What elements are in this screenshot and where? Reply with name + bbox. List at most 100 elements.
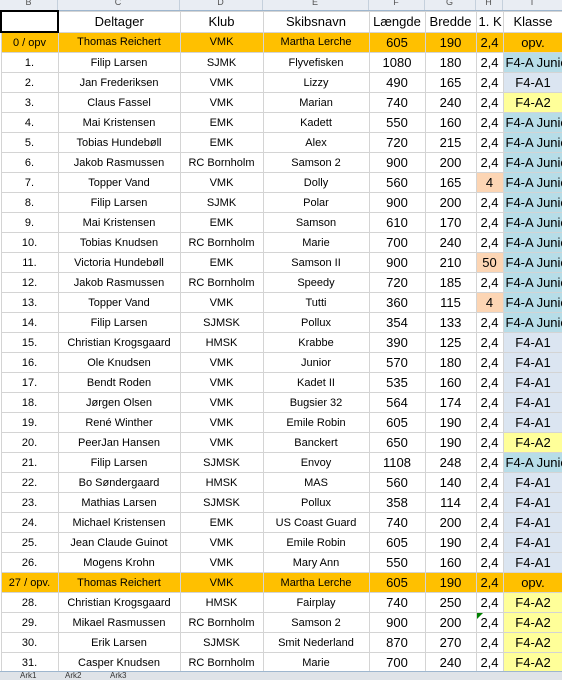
header-cell-klasse[interactable]: Klasse xyxy=(502,10,562,33)
cell-nr[interactable]: 8. xyxy=(0,192,59,213)
cell-nr[interactable]: 9. xyxy=(0,212,59,233)
cell-klasse[interactable]: F4-A1 xyxy=(502,532,562,553)
cell-nr[interactable]: 19. xyxy=(0,412,59,433)
cell-laengde[interactable]: 720 xyxy=(368,132,426,153)
cell-klub[interactable]: EMK xyxy=(179,112,264,133)
cell-skibsnavn[interactable]: Smit Nederland xyxy=(262,632,370,653)
cell-klasse[interactable]: F4-A Junior xyxy=(502,292,562,313)
cell-deltager[interactable]: Jan Frederiksen xyxy=(57,72,181,93)
header-cell-deltager[interactable]: Deltager xyxy=(57,10,181,33)
cell-1k[interactable]: 2,4 xyxy=(475,152,504,173)
cell-nr[interactable]: 13. xyxy=(0,292,59,313)
cell-nr[interactable]: 26. xyxy=(0,552,59,573)
cell-deltager[interactable]: Topper Vand xyxy=(57,292,181,313)
cell-deltager[interactable]: Topper Vand xyxy=(57,172,181,193)
cell-klasse[interactable]: F4-A2 xyxy=(502,592,562,613)
cell-deltager[interactable]: Casper Knudsen xyxy=(57,652,181,673)
cell-klasse[interactable]: F4-A1 xyxy=(502,352,562,373)
cell-skibsnavn[interactable]: Marie xyxy=(262,652,370,673)
cell-deltager[interactable]: Christian Krogsgaard xyxy=(57,332,181,353)
header-cell-nr[interactable] xyxy=(0,10,59,33)
cell-skibsnavn[interactable]: Pollux xyxy=(262,492,370,513)
cell-1k[interactable]: 2,4 xyxy=(475,312,504,333)
cell-deltager[interactable]: Victoria Hundebøll xyxy=(57,252,181,273)
cell-nr[interactable]: 31. xyxy=(0,652,59,673)
cell-bredde[interactable]: 190 xyxy=(424,532,477,553)
cell-bredde[interactable]: 174 xyxy=(424,392,477,413)
cell-laengde[interactable]: 700 xyxy=(368,652,426,673)
cell-klasse[interactable]: F4-A1 xyxy=(502,512,562,533)
cell-bredde[interactable]: 215 xyxy=(424,132,477,153)
cell-laengde[interactable]: 870 xyxy=(368,632,426,653)
cell-klasse[interactable]: F4-A2 xyxy=(502,632,562,653)
cell-1k[interactable]: 4 xyxy=(475,172,504,193)
cell-bredde[interactable]: 190 xyxy=(424,412,477,433)
cell-deltager[interactable]: Jørgen Olsen xyxy=(57,392,181,413)
cell-skibsnavn[interactable]: Fairplay xyxy=(262,592,370,613)
cell-deltager[interactable]: Bo Søndergaard xyxy=(57,472,181,493)
column-letter-0[interactable]: B xyxy=(0,0,58,10)
cell-bredde[interactable]: 248 xyxy=(424,452,477,473)
cell-bredde[interactable]: 125 xyxy=(424,332,477,353)
header-cell-skibsnavn[interactable]: Skibsnavn xyxy=(262,10,370,33)
cell-bredde[interactable]: 200 xyxy=(424,152,477,173)
cell-klasse[interactable]: F4-A Junior xyxy=(502,232,562,253)
cell-skibsnavn[interactable]: Dolly xyxy=(262,172,370,193)
cell-nr[interactable]: 12. xyxy=(0,272,59,293)
cell-laengde[interactable]: 605 xyxy=(368,31,426,53)
cell-1k[interactable]: 2,4 xyxy=(475,452,504,473)
cell-nr[interactable]: 23. xyxy=(0,492,59,513)
cell-klasse[interactable]: F4-A Junior xyxy=(502,272,562,293)
cell-klasse[interactable]: F4-A2 xyxy=(502,92,562,113)
cell-deltager[interactable]: Mogens Krohn xyxy=(57,552,181,573)
cell-1k[interactable]: 2,4 xyxy=(475,572,504,593)
cell-klasse[interactable]: F4-A Junior xyxy=(502,252,562,273)
cell-nr[interactable]: 15. xyxy=(0,332,59,353)
cell-klub[interactable]: RC Bornholm xyxy=(179,612,264,633)
header-cell-1k[interactable]: 1. K xyxy=(475,10,504,33)
cell-klub[interactable]: VMK xyxy=(179,432,264,453)
cell-skibsnavn[interactable]: Krabbe xyxy=(262,332,370,353)
cell-skibsnavn[interactable]: Tutti xyxy=(262,292,370,313)
cell-laengde[interactable]: 740 xyxy=(368,92,426,113)
cell-deltager[interactable]: René Winther xyxy=(57,412,181,433)
cell-skibsnavn[interactable]: Alex xyxy=(262,132,370,153)
column-letter-7[interactable]: I xyxy=(502,0,562,10)
cell-laengde[interactable]: 550 xyxy=(368,552,426,573)
cell-skibsnavn[interactable]: Lizzy xyxy=(262,72,370,93)
cell-nr[interactable]: 27 / opv. xyxy=(0,572,59,593)
cell-skibsnavn[interactable]: Kadet II xyxy=(262,372,370,393)
cell-nr[interactable]: 28. xyxy=(0,592,59,613)
cell-1k[interactable]: 2,4 xyxy=(475,232,504,253)
cell-laengde[interactable]: 610 xyxy=(368,212,426,233)
cell-skibsnavn[interactable]: US Coast Guard xyxy=(262,512,370,533)
cell-laengde[interactable]: 900 xyxy=(368,252,426,273)
cell-bredde[interactable]: 190 xyxy=(424,432,477,453)
cell-1k[interactable]: 2,4 xyxy=(475,592,504,613)
cell-skibsnavn[interactable]: Pollux xyxy=(262,312,370,333)
cell-klub[interactable]: SJMSK xyxy=(179,452,264,473)
cell-bredde[interactable]: 160 xyxy=(424,112,477,133)
cell-klub[interactable]: VMK xyxy=(179,292,264,313)
cell-laengde[interactable]: 740 xyxy=(368,512,426,533)
cell-1k[interactable]: 2,4 xyxy=(475,112,504,133)
cell-bredde[interactable]: 240 xyxy=(424,92,477,113)
cell-1k[interactable]: 2,4 xyxy=(475,532,504,553)
cell-1k[interactable]: 2,4 xyxy=(475,272,504,293)
cell-klasse[interactable]: opv. xyxy=(502,572,562,593)
header-cell-klub[interactable]: Klub xyxy=(179,10,264,33)
cell-laengde[interactable]: 570 xyxy=(368,352,426,373)
cell-klasse[interactable]: F4-A2 xyxy=(502,432,562,453)
cell-nr[interactable]: 17. xyxy=(0,372,59,393)
cell-klub[interactable]: EMK xyxy=(179,132,264,153)
cell-skibsnavn[interactable]: Samson 2 xyxy=(262,152,370,173)
cell-deltager[interactable]: Mathias Larsen xyxy=(57,492,181,513)
cell-nr[interactable]: 0 / opv xyxy=(0,31,59,53)
cell-laengde[interactable]: 560 xyxy=(368,172,426,193)
cell-nr[interactable]: 10. xyxy=(0,232,59,253)
cell-nr[interactable]: 3. xyxy=(0,92,59,113)
cell-1k[interactable]: 2,4 xyxy=(475,652,504,673)
cell-klub[interactable]: VMK xyxy=(179,572,264,593)
cell-1k[interactable]: 2,4 xyxy=(475,632,504,653)
cell-bredde[interactable]: 270 xyxy=(424,632,477,653)
